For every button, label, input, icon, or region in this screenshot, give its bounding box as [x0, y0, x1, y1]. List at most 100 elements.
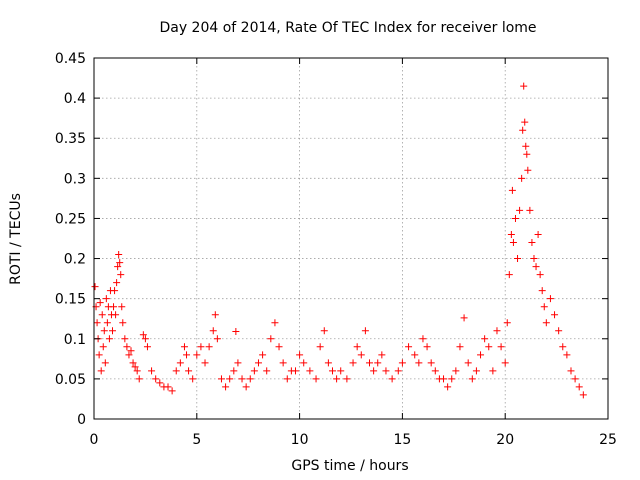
data-point	[103, 319, 111, 327]
y-tick-labels: 0 0.05 0.1 0.15 0.2 0.25 0.3 0.35 0.4 0.45	[55, 51, 86, 428]
data-point	[131, 363, 139, 371]
data-point	[102, 295, 110, 303]
data-point	[123, 343, 131, 351]
data-point	[176, 359, 184, 367]
data-point	[226, 375, 234, 383]
data-point	[312, 375, 320, 383]
data-point	[129, 359, 137, 367]
data-point	[180, 343, 188, 351]
data-point	[382, 367, 390, 375]
y-tick-label: 0	[77, 412, 86, 428]
data-point	[98, 311, 106, 319]
data-point	[366, 359, 374, 367]
data-point	[164, 383, 172, 391]
data-point	[232, 328, 240, 336]
data-point	[306, 367, 314, 375]
data-point	[493, 327, 501, 335]
plot-frame	[93, 57, 609, 420]
data-point	[370, 367, 378, 375]
data-point	[349, 359, 357, 367]
data-point	[141, 335, 149, 343]
data-point	[511, 214, 519, 222]
data-point	[523, 150, 531, 158]
data-point	[193, 351, 201, 359]
data-point	[427, 359, 435, 367]
data-point	[423, 343, 431, 351]
data-point	[185, 367, 193, 375]
data-point	[291, 367, 299, 375]
data-point	[575, 383, 583, 391]
data-point	[468, 375, 476, 383]
data-point	[250, 367, 258, 375]
data-point	[388, 375, 396, 383]
data-point	[93, 319, 101, 327]
x-tick-label: 15	[393, 432, 411, 448]
data-point	[211, 311, 219, 319]
data-point	[532, 263, 540, 271]
y-axis-label: ROTI / TECUs	[8, 193, 24, 285]
chart-title: Day 204 of 2014, Rate Of TEC Index for r…	[159, 20, 536, 36]
y-tick-label: 0.35	[55, 131, 86, 147]
data-point	[460, 314, 468, 322]
data-point	[509, 239, 517, 247]
data-point	[110, 303, 118, 311]
data-point	[234, 359, 242, 367]
data-point	[205, 343, 213, 351]
data-point	[507, 230, 515, 238]
data-point	[238, 375, 246, 383]
data-point	[105, 335, 113, 343]
data-point	[316, 343, 324, 351]
y-tick-label: 0.4	[64, 91, 86, 107]
data-point	[242, 383, 250, 391]
data-point	[559, 343, 567, 351]
data-point	[324, 359, 332, 367]
data-point	[133, 367, 141, 375]
data-point	[526, 206, 534, 214]
data-point	[563, 351, 571, 359]
data-point	[259, 351, 267, 359]
data-point	[115, 251, 123, 259]
data-point	[197, 343, 205, 351]
data-point	[263, 367, 271, 375]
data-point	[530, 255, 538, 263]
data-point	[337, 367, 345, 375]
data-point	[514, 255, 522, 263]
data-point	[168, 387, 176, 395]
data-point	[398, 359, 406, 367]
x-tick-label: 0	[90, 432, 99, 448]
x-axis-label: GPS time / hours	[291, 458, 408, 474]
data-point	[501, 359, 509, 367]
data-point	[508, 186, 516, 194]
y-tick-label: 0.3	[64, 171, 86, 187]
data-point	[116, 259, 124, 267]
data-point	[100, 327, 108, 335]
data-point	[135, 375, 143, 383]
data-point	[222, 383, 230, 391]
data-point	[448, 375, 456, 383]
data-point	[505, 271, 513, 279]
data-point	[540, 303, 548, 311]
data-point	[456, 343, 464, 351]
data-point	[114, 263, 122, 271]
data-point	[357, 351, 365, 359]
data-point	[328, 367, 336, 375]
x-tick-labels: 0 5 10 15 20 25	[90, 432, 617, 448]
data-point	[283, 375, 291, 383]
data-point	[440, 375, 448, 383]
y-tick-label: 0.15	[55, 292, 86, 308]
data-point	[464, 359, 472, 367]
data-point	[520, 82, 528, 90]
data-point	[411, 351, 419, 359]
data-point	[477, 351, 485, 359]
data-point	[555, 327, 563, 335]
data-point	[125, 351, 133, 359]
data-point	[378, 351, 386, 359]
x-tick-label: 10	[291, 432, 309, 448]
data-point	[519, 126, 527, 134]
x-tick-label: 5	[192, 432, 201, 448]
data-point	[567, 367, 575, 375]
data-point	[300, 359, 308, 367]
data-point	[254, 359, 262, 367]
data-point	[353, 343, 361, 351]
data-point	[481, 335, 489, 343]
